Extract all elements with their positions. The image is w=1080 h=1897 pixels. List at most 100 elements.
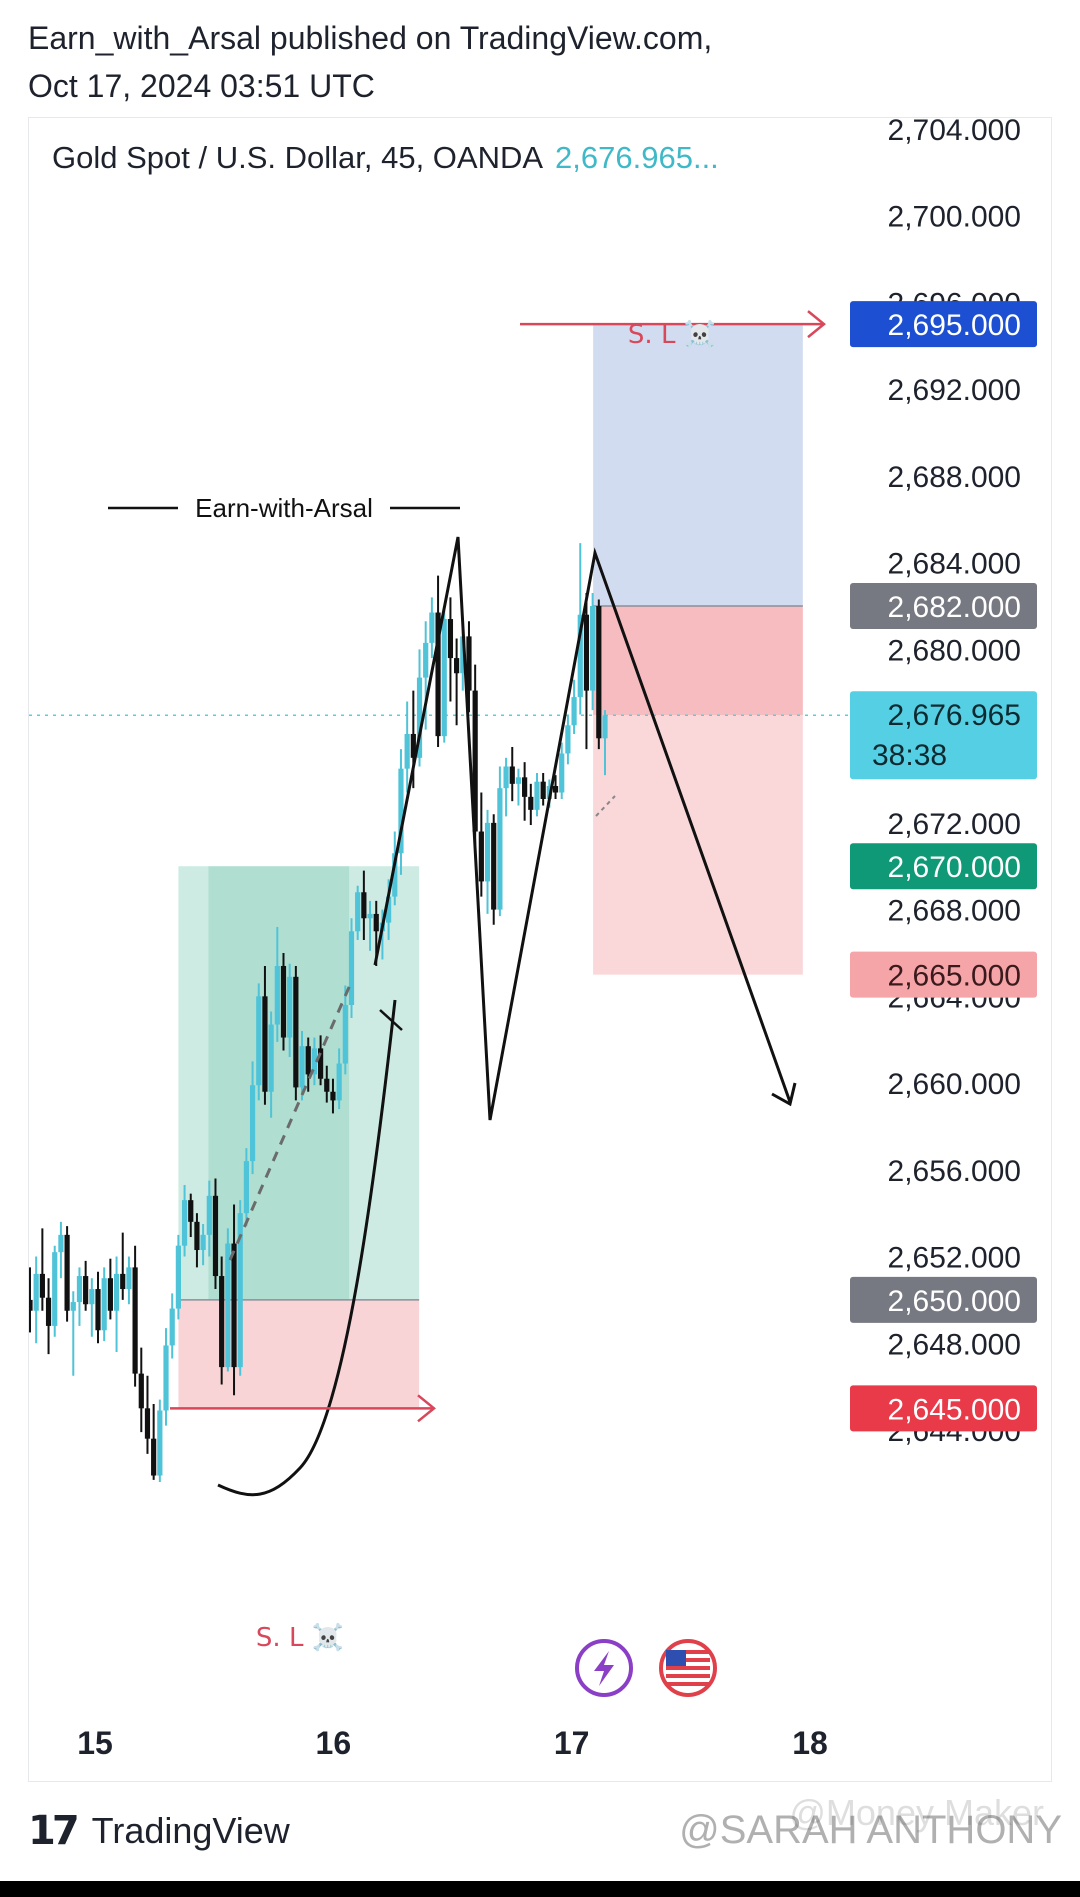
candle[interactable] <box>249 1061 256 1175</box>
candle[interactable] <box>491 814 497 925</box>
candle[interactable] <box>324 1065 330 1103</box>
candle[interactable] <box>454 638 460 726</box>
candle[interactable] <box>528 783 534 826</box>
candle[interactable] <box>305 1037 311 1092</box>
candle[interactable] <box>27 1267 33 1333</box>
candle[interactable] <box>540 772 546 806</box>
candle[interactable] <box>107 1258 113 1320</box>
candle[interactable] <box>169 1293 175 1359</box>
candle[interactable] <box>39 1228 45 1311</box>
price-badge[interactable]: 2,695.000 <box>850 301 1037 348</box>
candle[interactable] <box>225 1228 231 1372</box>
long-stop-zone[interactable] <box>178 1299 420 1409</box>
candle[interactable] <box>280 952 287 1051</box>
candle[interactable] <box>293 965 299 1101</box>
price-badge[interactable]: 2,676.965 38:38 <box>850 691 1037 780</box>
candle[interactable] <box>429 597 435 659</box>
candle[interactable] <box>45 1278 52 1355</box>
candle[interactable] <box>423 621 429 730</box>
candle[interactable] <box>416 649 423 767</box>
candle[interactable] <box>113 1256 120 1352</box>
candle[interactable] <box>590 593 596 711</box>
candle[interactable] <box>237 1200 243 1376</box>
candle[interactable] <box>70 1291 76 1376</box>
candle[interactable] <box>219 1256 225 1385</box>
candle[interactable] <box>435 575 441 747</box>
price-badge[interactable]: 2,650.000 <box>850 1276 1037 1323</box>
candle[interactable] <box>361 870 367 940</box>
candle[interactable] <box>144 1375 151 1454</box>
candle[interactable] <box>348 918 355 1019</box>
price-badge[interactable]: 2,682.000 <box>850 583 1037 630</box>
candle[interactable] <box>441 606 447 743</box>
candle[interactable] <box>188 1193 194 1238</box>
candle[interactable] <box>559 742 565 800</box>
candle[interactable] <box>602 710 608 776</box>
candle[interactable] <box>522 762 528 821</box>
candle[interactable] <box>552 775 559 800</box>
candle[interactable] <box>478 792 484 897</box>
candle[interactable] <box>287 963 293 1058</box>
candle[interactable] <box>398 749 404 875</box>
candle[interactable] <box>76 1267 83 1326</box>
candle[interactable] <box>256 983 262 1101</box>
candle[interactable] <box>262 965 268 1105</box>
price-chart[interactable]: Earn-with-Arsal S. L ☠️ S. L ☠️ 2,704.000 2… <box>0 0 1080 1790</box>
candle[interactable] <box>472 664 478 845</box>
candle[interactable] <box>89 1278 95 1337</box>
candle[interactable] <box>157 1399 163 1483</box>
symbol-info[interactable]: Gold Spot / U.S. Dollar, 45, OANDA 2,676.… <box>52 140 719 176</box>
candle[interactable] <box>497 766 503 917</box>
candle[interactable] <box>515 768 522 806</box>
candle[interactable] <box>355 885 361 940</box>
candle[interactable] <box>206 1180 212 1257</box>
candle[interactable] <box>151 1403 157 1480</box>
candle[interactable] <box>534 772 540 817</box>
lightning-icon[interactable] <box>575 1639 633 1697</box>
candle[interactable] <box>311 1037 318 1086</box>
candle[interactable] <box>268 1011 274 1118</box>
candle[interactable] <box>83 1260 89 1311</box>
candle[interactable] <box>212 1178 219 1290</box>
candle[interactable] <box>200 1224 206 1266</box>
candle[interactable] <box>317 1035 324 1086</box>
candle[interactable] <box>64 1226 70 1322</box>
candle[interactable] <box>596 599 602 750</box>
candle[interactable] <box>52 1245 58 1337</box>
candle[interactable] <box>101 1267 107 1342</box>
candle[interactable] <box>583 593 590 750</box>
candle[interactable] <box>138 1347 144 1433</box>
candle[interactable] <box>231 1204 237 1396</box>
candle[interactable] <box>194 1213 200 1268</box>
price-badge[interactable]: 2,645.000 <box>850 1385 1037 1432</box>
candle[interactable] <box>367 900 373 951</box>
candle[interactable] <box>175 1234 181 1320</box>
candle[interactable] <box>274 926 280 1042</box>
candle[interactable] <box>299 1031 305 1101</box>
tradingview-logo[interactable]: 17 TradingView <box>28 1808 290 1854</box>
candle[interactable] <box>330 1078 336 1114</box>
us-flag-icon[interactable] <box>659 1639 717 1697</box>
candle[interactable] <box>336 1048 342 1110</box>
candle[interactable] <box>95 1271 101 1344</box>
candle[interactable] <box>503 757 509 817</box>
price-badge[interactable]: 2,670.000 <box>850 843 1037 890</box>
candle[interactable] <box>33 1256 39 1344</box>
candle[interactable] <box>120 1232 126 1300</box>
candle[interactable] <box>484 809 491 914</box>
candle[interactable] <box>163 1328 169 1426</box>
candle[interactable] <box>342 985 348 1075</box>
candle[interactable] <box>404 701 410 793</box>
candle[interactable] <box>243 1148 249 1227</box>
candle[interactable] <box>58 1221 64 1279</box>
candle[interactable] <box>571 679 577 734</box>
candle[interactable] <box>126 1256 132 1305</box>
candle[interactable] <box>509 746 515 802</box>
candle[interactable] <box>132 1245 138 1387</box>
candle[interactable] <box>565 714 571 765</box>
price-badge[interactable]: 2,665.000 <box>850 951 1037 998</box>
candle[interactable] <box>447 597 454 702</box>
candle[interactable] <box>466 621 472 713</box>
short-stop-zone[interactable] <box>593 324 803 607</box>
candle[interactable] <box>181 1184 188 1257</box>
